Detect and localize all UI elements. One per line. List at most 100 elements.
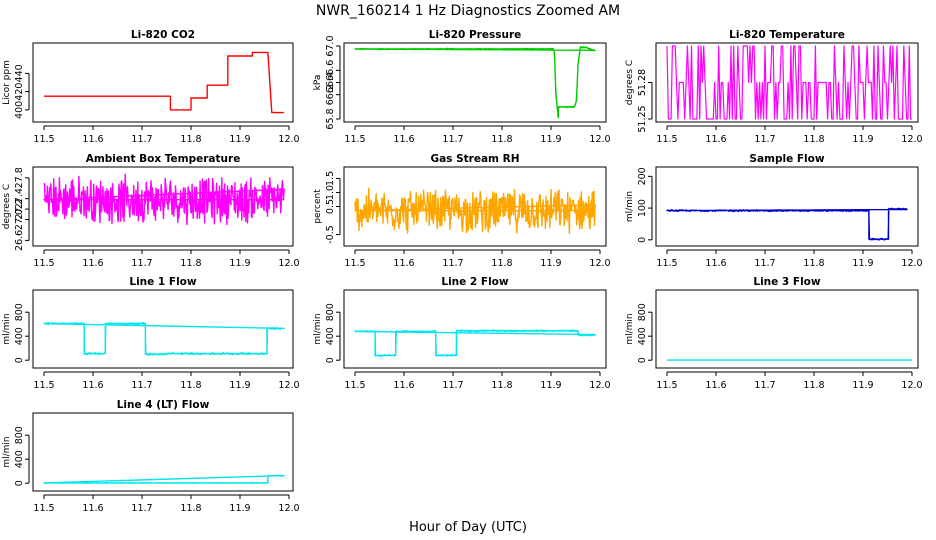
x-tick-label: 11.5 xyxy=(33,134,54,145)
x-tick-label: 11.7 xyxy=(442,380,463,391)
series-line-1 xyxy=(43,474,285,484)
series-line-1 xyxy=(354,46,596,119)
y-axis-label: ml/min xyxy=(313,313,323,344)
plot-frame xyxy=(32,42,294,123)
plot-frame xyxy=(343,166,607,247)
panel-title: Li-820 CO2 xyxy=(131,29,195,41)
x-tick-label: 12.0 xyxy=(278,380,299,391)
x-tick-label: 11.9 xyxy=(540,380,561,391)
y-axis-label: degrees C xyxy=(2,184,12,229)
x-tick-label: 11.9 xyxy=(852,258,873,269)
y-tick-label: 400 xyxy=(637,327,648,345)
panel-10: Line 4 (LT) Flow 11.5 11.6 11.7 11.8 11.9 12.0… xyxy=(2,399,300,514)
panels-container: Li-820 CO2 11.5 11.6 11.7 11.8 11.9 12.0 400 420… xyxy=(2,29,923,514)
y-tick-label: 440 xyxy=(14,64,25,82)
y-tick-label: 0 xyxy=(14,357,25,363)
y-axis-label: ml/min xyxy=(2,313,12,344)
plot-frame xyxy=(32,166,294,247)
panel-1: Li-820 CO2 11.5 11.6 11.7 11.8 11.9 12.0 400420… xyxy=(2,29,300,145)
x-tick-label: 12.0 xyxy=(589,258,610,269)
y-tick-label: 67.0 xyxy=(325,35,336,56)
x-tick-label: 12.0 xyxy=(589,134,610,145)
x-tick-label: 11.8 xyxy=(491,258,512,269)
y-tick-label: 66.4 xyxy=(325,72,336,93)
x-tick-label: 11.7 xyxy=(754,258,775,269)
x-tick-label: 11.5 xyxy=(656,380,677,391)
y-tick-label: 100 xyxy=(637,199,648,217)
x-tick-label: 11.6 xyxy=(705,258,726,269)
panel-9: Line 3 Flow 11.5 11.6 11.7 11.8 11.9 12.0 0 400 8… xyxy=(625,276,923,391)
x-tick-label: 11.6 xyxy=(393,380,414,391)
y-tick-label: 51.25 xyxy=(637,105,648,132)
panel-title: Line 4 (LT) Flow xyxy=(117,399,210,411)
y-tick-label: 51.28 xyxy=(637,69,648,96)
y-tick-label: 1.0 xyxy=(325,185,336,200)
plot-frame xyxy=(655,166,919,247)
y-tick-label: 400 xyxy=(14,450,25,468)
y-tick-label: 1.5 xyxy=(325,171,336,186)
series-line-1 xyxy=(44,51,285,114)
y-tick-label: -0.5 xyxy=(325,225,336,244)
y-tick-label: 26.6 xyxy=(14,230,25,251)
plot-frame xyxy=(655,289,919,369)
y-axis-label: Licor ppm xyxy=(2,60,12,105)
x-tick-label: 11.7 xyxy=(131,380,152,391)
y-tick-label: 27.8 xyxy=(14,167,25,188)
plot-frame xyxy=(343,42,607,123)
panel-title: Line 3 Flow xyxy=(753,276,820,288)
x-tick-label: 12.0 xyxy=(589,380,610,391)
plot-frame xyxy=(32,412,294,492)
y-tick-label: 66.6 xyxy=(325,60,336,81)
y-tick-label: 400 xyxy=(14,327,25,345)
x-tick-label: 11.5 xyxy=(33,258,54,269)
y-tick-label: 800 xyxy=(14,426,25,444)
y-tick-label: 800 xyxy=(637,303,648,321)
series-line-1 xyxy=(43,321,285,356)
panel-title: Line 1 Flow xyxy=(129,276,196,288)
figure-xlabel: Hour of Day (UTC) xyxy=(409,520,527,535)
x-tick-label: 11.8 xyxy=(803,258,824,269)
x-tick-label: 12.0 xyxy=(901,380,922,391)
x-tick-label: 11.8 xyxy=(180,134,201,145)
panel-7: Line 1 Flow 11.5 11.6 11.7 11.8 11.9 12.0 0 400 8… xyxy=(2,276,300,391)
x-tick-label: 11.8 xyxy=(803,380,824,391)
x-tick-label: 11.8 xyxy=(180,503,201,514)
x-tick-label: 11.7 xyxy=(754,380,775,391)
panel-5: Gas Stream RH 11.5 11.6 11.7 11.8 11.9 12.0 -0.… xyxy=(313,153,611,269)
x-tick-label: 11.6 xyxy=(82,380,103,391)
plot-frame xyxy=(343,289,607,369)
x-tick-label: 11.7 xyxy=(131,258,152,269)
x-tick-label: 11.7 xyxy=(754,134,775,145)
series-line-1 xyxy=(666,207,908,241)
panel-title: Ambient Box Temperature xyxy=(86,153,241,165)
x-tick-label: 11.5 xyxy=(344,134,365,145)
panel-title: Li-820 Temperature xyxy=(729,29,845,41)
x-tick-label: 11.8 xyxy=(180,380,201,391)
x-tick-label: 11.5 xyxy=(656,258,677,269)
x-tick-label: 11.6 xyxy=(82,258,103,269)
x-tick-label: 11.6 xyxy=(82,134,103,145)
y-tick-label: 420 xyxy=(14,83,25,101)
x-tick-label: 12.0 xyxy=(278,258,299,269)
panel-4: Ambient Box Temperature 11.5 11.6 11.7 11.8 1… xyxy=(2,153,300,269)
panel-3: Li-820 Temperature 11.5 11.6 11.7 11.8 11.9 12… xyxy=(625,29,923,145)
panel-title: Line 2 Flow xyxy=(441,276,508,288)
x-tick-label: 11.8 xyxy=(491,380,512,391)
series-line-1 xyxy=(354,187,596,234)
x-tick-label: 11.9 xyxy=(540,258,561,269)
y-tick-label: 200 xyxy=(637,167,648,185)
y-axis-label: percent xyxy=(313,189,323,224)
x-tick-label: 11.9 xyxy=(229,134,250,145)
y-tick-label: 400 xyxy=(325,327,336,345)
y-axis-label: ml/min xyxy=(2,436,12,467)
series-line-1 xyxy=(666,45,912,120)
y-tick-label: 27.4 xyxy=(14,188,25,209)
x-tick-label: 11.9 xyxy=(852,134,873,145)
panel-title: Sample Flow xyxy=(749,153,824,165)
x-tick-label: 11.5 xyxy=(656,134,677,145)
x-tick-label: 11.9 xyxy=(540,134,561,145)
y-tick-label: 27.2 xyxy=(14,199,25,220)
y-tick-label: 0 xyxy=(14,480,25,486)
x-tick-label: 12.0 xyxy=(901,134,922,145)
x-tick-label: 11.6 xyxy=(705,134,726,145)
